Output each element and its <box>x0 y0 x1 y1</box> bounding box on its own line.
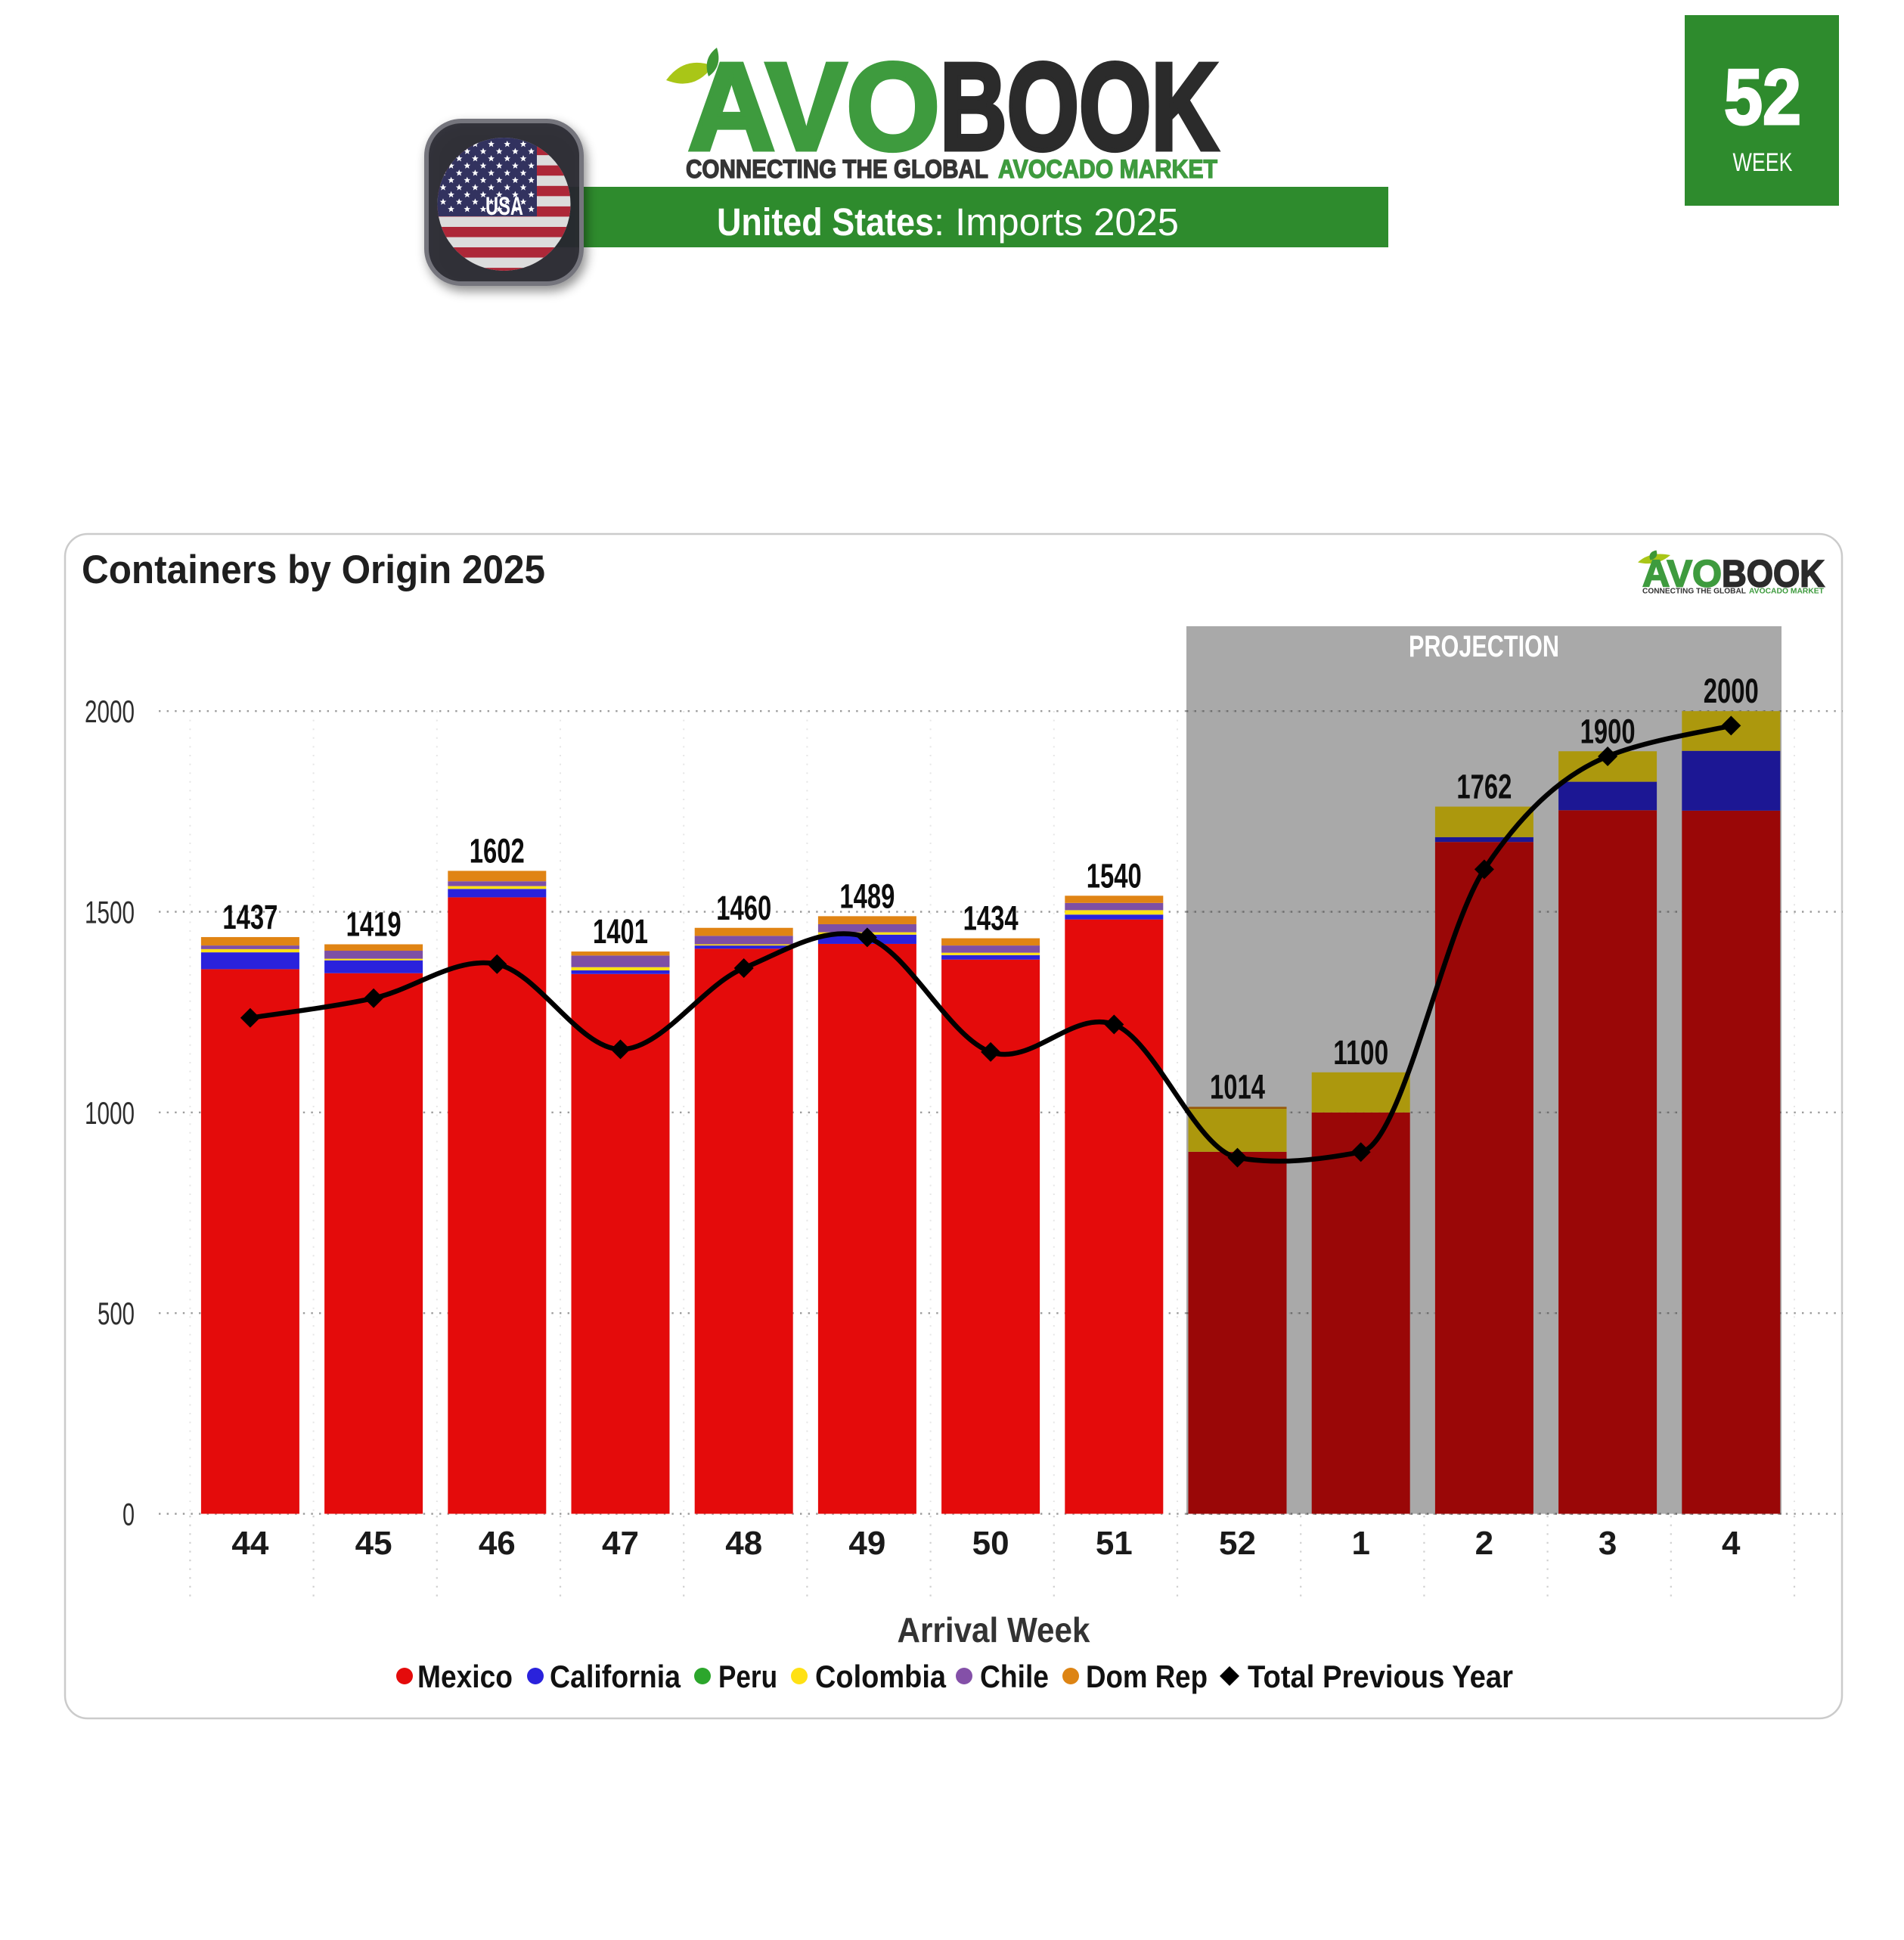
svg-text:AVO: AVO <box>1642 553 1722 595</box>
svg-text:BOOK: BOOK <box>1722 553 1825 595</box>
svg-text:1602: 1602 <box>470 831 525 870</box>
svg-text:: Imports 2025: : Imports 2025 <box>934 200 1179 244</box>
svg-text:50: 50 <box>972 1525 1009 1562</box>
svg-text:AVOCADO MARKET: AVOCADO MARKET <box>998 155 1217 184</box>
svg-text:AVO: AVO <box>688 38 940 176</box>
svg-text:USA: USA <box>485 192 523 221</box>
svg-text:500: 500 <box>98 1296 135 1331</box>
svg-text:PROJECTION: PROJECTION <box>1409 630 1559 663</box>
svg-text:1: 1 <box>1351 1525 1369 1562</box>
svg-text:1434: 1434 <box>963 899 1019 938</box>
svg-text:1500: 1500 <box>85 895 135 930</box>
svg-text:44: 44 <box>231 1525 268 1562</box>
svg-text:1401: 1401 <box>593 912 648 951</box>
svg-text:1489: 1489 <box>839 877 895 915</box>
svg-text:4: 4 <box>1722 1525 1741 1562</box>
svg-text:49: 49 <box>848 1525 885 1562</box>
svg-text:WEEK: WEEK <box>1733 148 1793 177</box>
svg-text:51: 51 <box>1096 1525 1133 1562</box>
svg-text:United States: United States <box>717 200 934 244</box>
svg-text:46: 46 <box>479 1525 516 1562</box>
svg-text:1900: 1900 <box>1580 712 1636 750</box>
svg-text:Dom Rep: Dom Rep <box>1086 1659 1208 1694</box>
svg-text:Mexico: Mexico <box>417 1659 513 1694</box>
svg-text:0: 0 <box>122 1497 135 1532</box>
svg-text:1540: 1540 <box>1087 856 1142 895</box>
svg-text:52: 52 <box>1724 54 1801 141</box>
svg-text:1000: 1000 <box>85 1095 135 1131</box>
svg-text:Chile: Chile <box>980 1659 1049 1694</box>
svg-text:1437: 1437 <box>222 898 278 936</box>
svg-text:1460: 1460 <box>716 889 771 927</box>
svg-text:1100: 1100 <box>1333 1033 1388 1072</box>
svg-text:Peru: Peru <box>718 1659 777 1694</box>
svg-text:47: 47 <box>602 1525 639 1562</box>
svg-text:3: 3 <box>1599 1525 1617 1562</box>
svg-text:AVOCADO MARKET: AVOCADO MARKET <box>1749 587 1825 596</box>
svg-text:2000: 2000 <box>1704 672 1759 710</box>
svg-text:52: 52 <box>1219 1525 1256 1562</box>
svg-text:Arrival Week: Arrival Week <box>898 1610 1090 1650</box>
svg-text:Total Previous Year: Total Previous Year <box>1248 1659 1513 1694</box>
svg-text:2: 2 <box>1475 1525 1493 1562</box>
svg-text:CONNECTING THE GLOBAL: CONNECTING THE GLOBAL <box>686 155 988 184</box>
svg-text:Containers by Origin 2025: Containers by Origin 2025 <box>82 548 545 592</box>
svg-text:1014: 1014 <box>1210 1067 1265 1106</box>
svg-text:2000: 2000 <box>85 694 135 729</box>
svg-text:CONNECTING THE GLOBAL: CONNECTING THE GLOBAL <box>1642 587 1747 596</box>
svg-text:Colombia: Colombia <box>815 1659 947 1694</box>
svg-text:45: 45 <box>355 1525 392 1562</box>
svg-text:48: 48 <box>725 1525 762 1562</box>
svg-text:1419: 1419 <box>346 905 402 944</box>
svg-text:BOOK: BOOK <box>940 38 1218 176</box>
svg-text:1762: 1762 <box>1456 768 1512 806</box>
svg-text:California: California <box>550 1659 681 1694</box>
